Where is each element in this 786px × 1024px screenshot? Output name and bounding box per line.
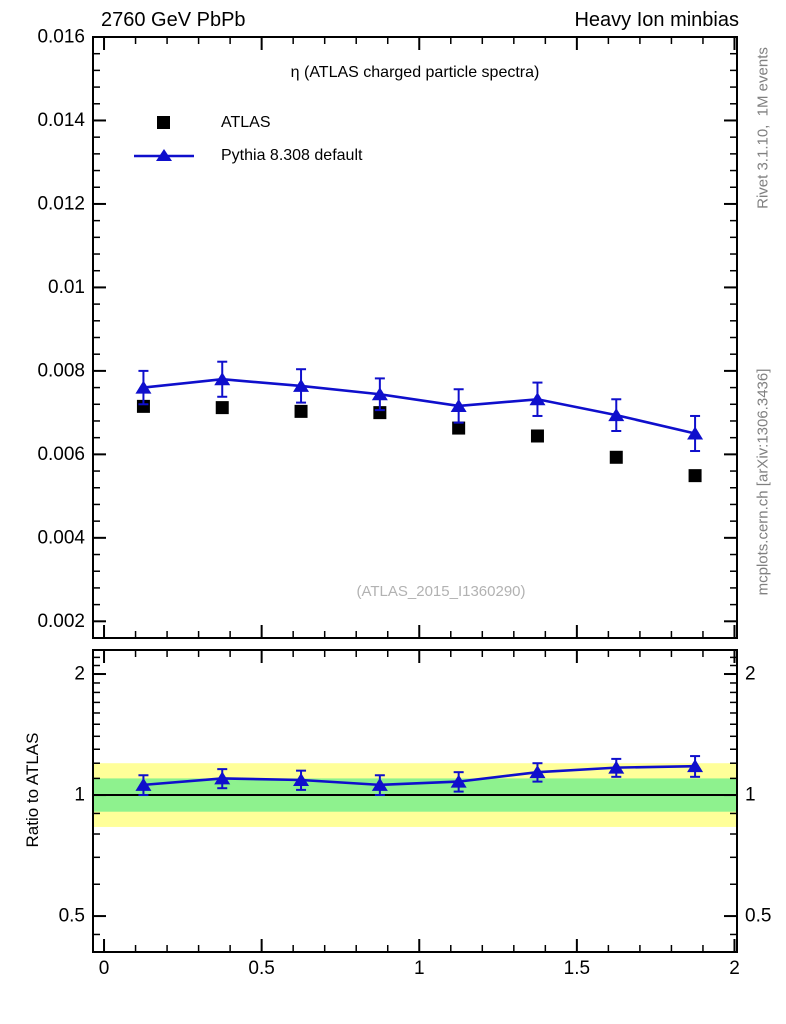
legend-item-atlas: ATLAS (133, 106, 362, 139)
ratio-tick-label-right: 1 (745, 785, 756, 806)
y-tick-label: 0.002 (37, 611, 85, 632)
legend: ATLAS Pythia 8.308 default (133, 106, 362, 172)
legend-label-atlas: ATLAS (221, 113, 271, 131)
data-point-atlas (609, 450, 623, 464)
data-point-atlas (136, 399, 150, 413)
data-point-atlas (530, 429, 544, 443)
data-point-pythia (687, 426, 704, 440)
x-tick-label: 0.5 (248, 958, 274, 979)
data-point-pythia (687, 759, 704, 773)
series-line (143, 377, 696, 435)
x-tick-label: 1.5 (564, 958, 590, 979)
data-point-pythia (529, 392, 546, 406)
y-tick-label: 0.008 (37, 360, 85, 381)
x-tick-label: 2 (729, 958, 740, 979)
data-point-pythia (214, 771, 231, 785)
square-marker-icon (157, 115, 170, 129)
data-point-atlas (688, 469, 702, 483)
data-point-pythia (371, 777, 388, 791)
data-point-pythia (529, 765, 546, 779)
data-point-pythia (608, 760, 625, 774)
data-point-pythia (293, 378, 310, 392)
ratio-tick-label-left: 0.5 (59, 906, 85, 927)
legend-item-pythia: Pythia 8.308 default (133, 139, 362, 172)
analysis-category-label: Heavy Ion minbias (574, 9, 739, 31)
y-tick-label: 0.006 (37, 444, 85, 465)
y-tick-label: 0.012 (37, 193, 85, 214)
rivet-version-label: Rivet 3.1.10, 1M events (754, 47, 772, 209)
data-point-pythia (371, 387, 388, 401)
triangle-line-marker-icon (134, 148, 194, 161)
y-tick-label: 0.014 (37, 110, 85, 131)
ratio-tick-label-left: 1 (74, 785, 85, 806)
y-tick-label: 0.004 (37, 527, 85, 548)
watermark: (ATLAS_2015_I1360290) (356, 583, 526, 600)
ratio-tick-label-left: 2 (74, 664, 85, 685)
data-point-pythia (450, 774, 467, 788)
ratio-axis-title: Ratio to ATLAS (23, 732, 42, 848)
series-line (143, 764, 696, 787)
data-point-pythia (608, 408, 625, 422)
y-tick-label: 0.01 (48, 277, 85, 298)
ratio-tick-label-right: 2 (745, 664, 756, 685)
y-tick-label: 0.016 (37, 27, 85, 48)
data-point-pythia (135, 777, 152, 791)
ratio-tick-label-right: 0.5 (745, 906, 771, 927)
x-tick-label: 1 (414, 958, 425, 979)
data-point-atlas (215, 401, 229, 415)
mcplots-citation-label: mcplots.cern.ch [arXiv:1306.3436] (754, 368, 772, 596)
data-point-pythia (214, 372, 231, 386)
data-point-atlas (452, 421, 466, 435)
ratio-frame (92, 649, 738, 953)
beam-energy-label: 2760 GeV PbPb (101, 9, 246, 31)
data-point-atlas (294, 404, 308, 418)
data-point-pythia (450, 398, 467, 412)
x-tick-label: 0 (99, 958, 110, 979)
plot-title: η (ATLAS charged particle spectra) (290, 64, 540, 81)
data-point-pythia (293, 772, 310, 786)
legend-label-pythia: Pythia 8.308 default (221, 146, 363, 164)
data-point-pythia (135, 380, 152, 394)
